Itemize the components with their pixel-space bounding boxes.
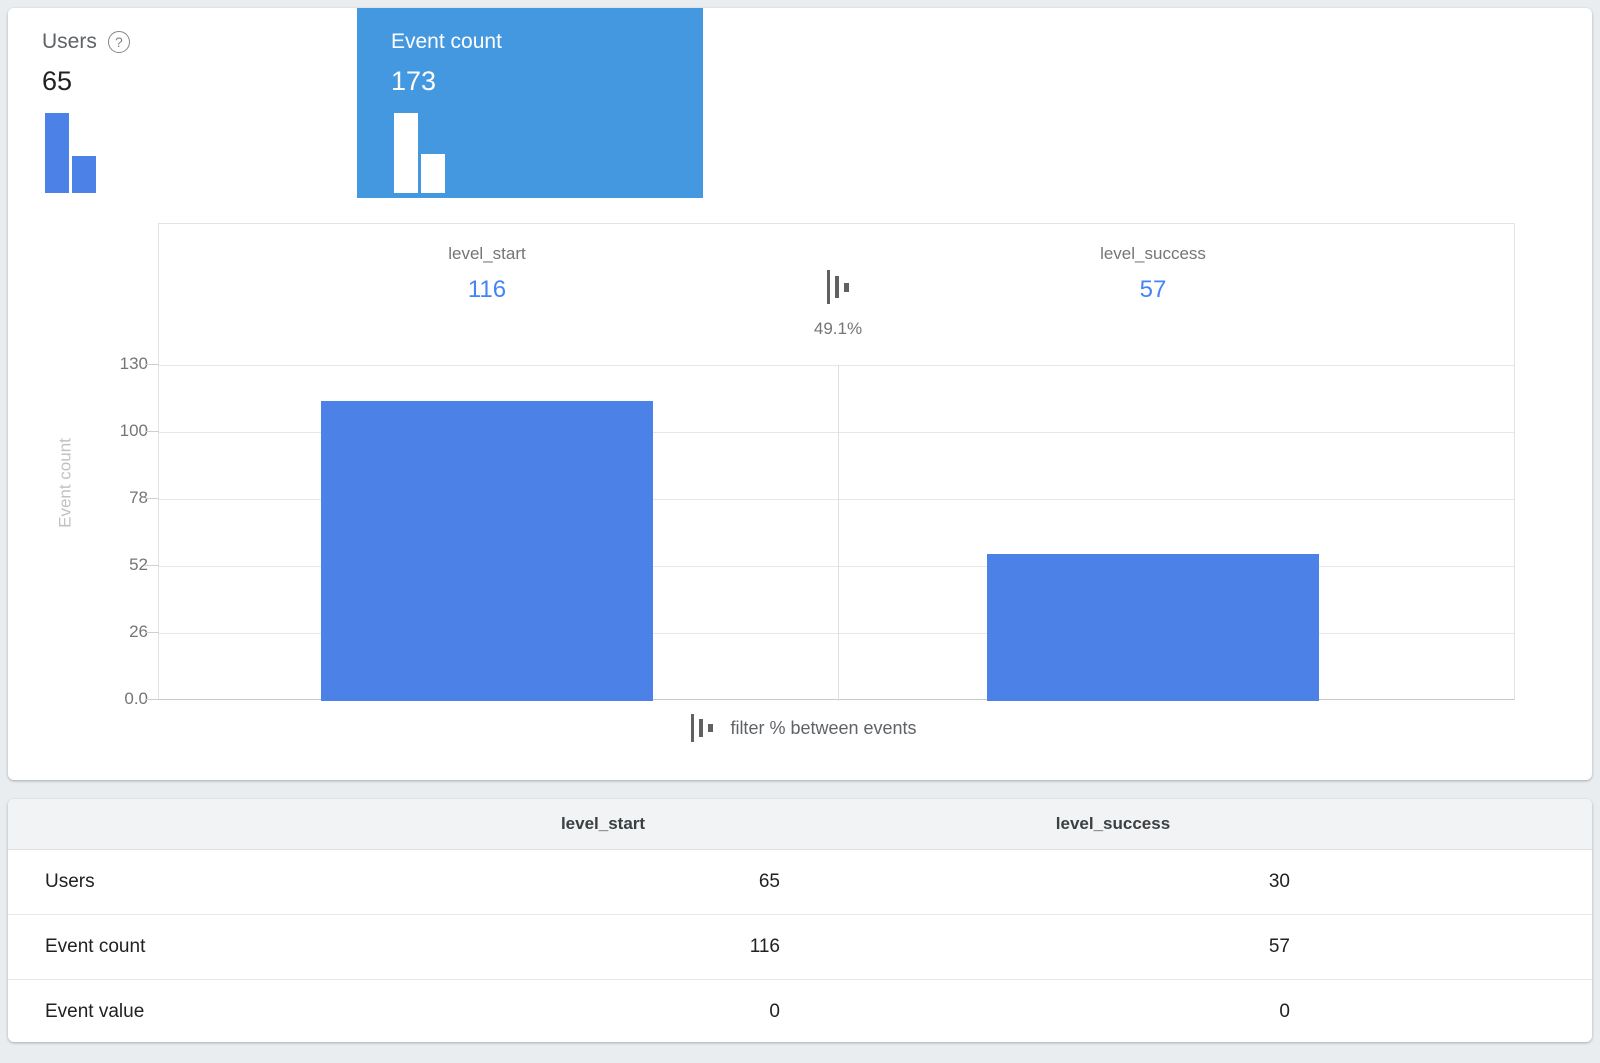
bar-level-success[interactable] (987, 553, 1319, 701)
category-value: 116 (467, 276, 507, 303)
filter-percent-value: 49.1% (813, 319, 863, 338)
cell-value: 0 (1279, 1001, 1290, 1022)
bar-level-start[interactable] (321, 401, 653, 701)
cell-value: 65 (758, 871, 780, 892)
filter-between-events-control[interactable]: 49.1% (778, 270, 898, 339)
metric-card-title: Event count (391, 30, 502, 54)
mini-bar-chart (45, 113, 96, 193)
metric-card-users[interactable]: Users ? 65 (8, 8, 357, 198)
row-label: Event value (45, 1001, 145, 1022)
row-label: Users (45, 871, 95, 892)
help-icon[interactable]: ? (107, 31, 130, 53)
category-label: level_start (448, 244, 526, 263)
cell-value: 0 (769, 1001, 780, 1022)
table-row-users: Users 65 30 (8, 850, 1592, 915)
gridline (159, 499, 1514, 500)
category-value: 57 (1139, 276, 1167, 303)
axis-tick (145, 632, 159, 633)
gridline (159, 432, 1514, 433)
gridline (159, 633, 1514, 634)
mini-bar (421, 154, 445, 193)
axis-tick (145, 565, 159, 566)
mini-bar (72, 156, 96, 193)
category-header-level-start: level_start 116 (287, 244, 687, 304)
metric-card-label: Users (42, 30, 97, 53)
filter-legend: filter % between events (158, 705, 1450, 751)
events-chart-panel: Users ? 65 Event count 173 Event count 1… (8, 8, 1592, 780)
bar-chart: level_start 116 49.1% level_success 57 (145, 223, 1515, 701)
filter-legend-text: filter % between events (730, 717, 917, 738)
y-axis-title: Event count (55, 438, 75, 528)
axis-tick (145, 699, 159, 700)
axis-tick (145, 431, 159, 432)
events-data-table: level_start level_success Users 65 30 Ev… (8, 799, 1592, 1042)
mini-bar-chart (394, 113, 445, 193)
y-tick-label: 26 (129, 622, 148, 641)
table-row-event-value: Event value 0 0 (8, 980, 1592, 1042)
y-tick-label: 78 (129, 488, 148, 507)
filter-icon (827, 270, 849, 304)
y-tick-label: 130 (119, 354, 148, 373)
cell-value: 57 (1268, 936, 1290, 957)
table-row-event-count: Event count 116 57 (8, 915, 1592, 980)
table-header-row: level_start level_success (8, 799, 1592, 850)
mini-bar (45, 113, 69, 193)
y-tick-label: 52 (129, 555, 148, 574)
metric-card-value: 173 (391, 66, 437, 96)
category-label: level_success (1100, 244, 1206, 263)
y-tick-label: 0.0 (124, 689, 148, 708)
metric-card-event-count[interactable]: Event count 173 (357, 8, 703, 198)
table-header-level-success: level_success (1055, 814, 1171, 833)
filter-icon (691, 714, 714, 742)
row-label: Event count (45, 936, 146, 957)
y-tick-label: 100 (119, 421, 148, 440)
mini-bar (394, 113, 418, 193)
plot-area (159, 365, 1514, 701)
cell-value: 30 (1268, 871, 1290, 892)
category-header-level-success: level_success 57 (953, 244, 1353, 304)
metric-card-value: 65 (42, 66, 73, 96)
axis-tick (145, 364, 159, 365)
gridline (159, 566, 1514, 567)
metric-card-label: Event count (391, 30, 502, 53)
category-divider-line (838, 365, 839, 701)
gridline (159, 365, 1514, 366)
metric-card-title: Users ? (42, 30, 130, 54)
table-header-level-start: level_start (560, 814, 646, 833)
axis-tick (145, 498, 159, 499)
cell-value: 116 (749, 936, 780, 957)
